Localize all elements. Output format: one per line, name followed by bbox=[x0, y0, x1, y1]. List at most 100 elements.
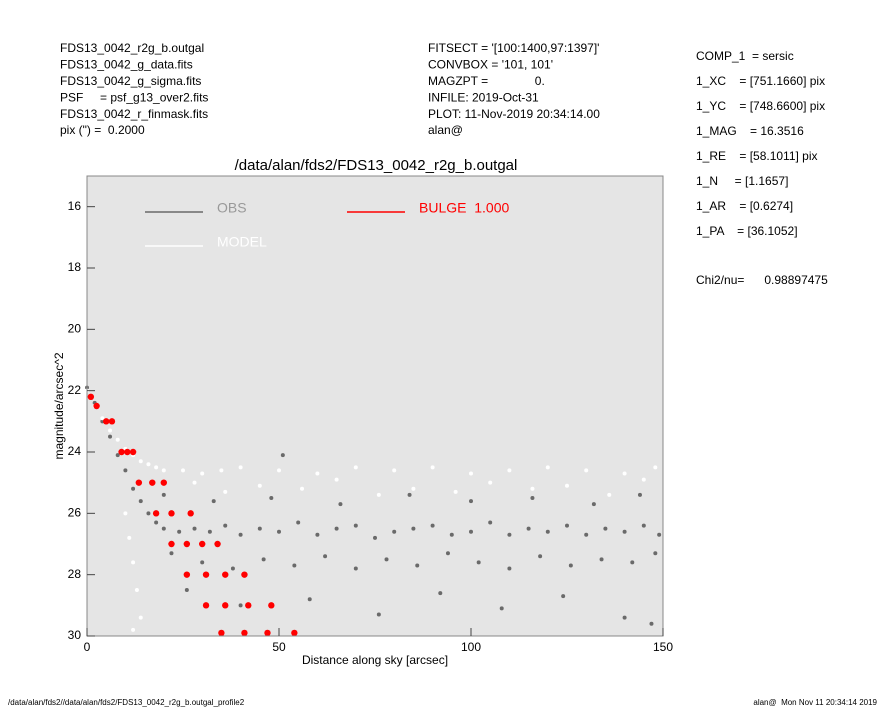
data-point bbox=[161, 492, 166, 497]
data-point bbox=[373, 535, 377, 540]
data-point bbox=[323, 554, 328, 559]
data-point bbox=[238, 532, 243, 537]
y-tick-label: 30 bbox=[68, 628, 82, 642]
data-point bbox=[376, 612, 381, 617]
header-left-line: FDS13_0042_g_sigma.fits bbox=[60, 74, 201, 88]
data-point bbox=[219, 468, 224, 473]
x-tick-label: 50 bbox=[272, 640, 286, 654]
data-point bbox=[453, 489, 458, 494]
data-point bbox=[245, 602, 252, 609]
data-point bbox=[134, 588, 139, 592]
data-point bbox=[353, 566, 358, 571]
data-point bbox=[127, 535, 132, 540]
data-point bbox=[353, 465, 358, 470]
x-tick-label: 100 bbox=[461, 640, 481, 654]
data-point bbox=[591, 502, 596, 507]
data-point bbox=[168, 540, 175, 548]
x-tick-label: 150 bbox=[653, 640, 673, 654]
data-point bbox=[411, 526, 416, 531]
data-point bbox=[138, 459, 143, 464]
data-point bbox=[338, 502, 343, 507]
data-point bbox=[223, 489, 228, 494]
data-point bbox=[207, 529, 212, 534]
data-point bbox=[184, 588, 189, 592]
x-axis-label: Distance along sky [arcsec] bbox=[302, 653, 448, 667]
x-tick-label: 0 bbox=[84, 640, 91, 654]
data-point bbox=[649, 621, 654, 626]
data-point bbox=[161, 468, 166, 473]
plot-area bbox=[87, 176, 663, 636]
data-point bbox=[115, 453, 120, 458]
data-point bbox=[507, 468, 512, 473]
data-point bbox=[146, 511, 151, 516]
data-point bbox=[202, 602, 210, 609]
header-left-line: FDS13_0042_r_finmask.fits bbox=[60, 107, 208, 121]
data-point bbox=[161, 526, 166, 531]
data-point bbox=[622, 471, 627, 476]
data-point bbox=[607, 492, 612, 497]
data-point bbox=[488, 480, 493, 485]
fit-parameter: 1_MAG = 16.3516 bbox=[696, 124, 804, 138]
header-middle-line: FITSECT = '[100:1400,97:1397]' bbox=[428, 41, 599, 55]
data-point bbox=[641, 523, 646, 528]
data-point bbox=[376, 492, 381, 497]
data-point bbox=[438, 591, 443, 596]
y-tick-label: 24 bbox=[68, 444, 82, 458]
data-point bbox=[160, 479, 167, 486]
data-point bbox=[622, 529, 627, 534]
header-middle-line: MAGZPT = 0. bbox=[428, 74, 545, 88]
plot-frame bbox=[86, 175, 664, 637]
data-point bbox=[653, 465, 658, 470]
data-point bbox=[599, 557, 604, 562]
data-point bbox=[630, 560, 635, 565]
fit-parameter: 1_XC = [751.1660] pix bbox=[696, 74, 825, 88]
footer-left: /data/alan/fds2//data/alan/fds2/FDS13_00… bbox=[8, 698, 245, 707]
data-point bbox=[430, 465, 435, 470]
data-point bbox=[307, 597, 312, 602]
data-point bbox=[200, 471, 205, 476]
data-point bbox=[568, 563, 573, 568]
data-point bbox=[135, 479, 143, 486]
data-point bbox=[241, 571, 248, 578]
data-point bbox=[183, 540, 191, 548]
data-point bbox=[181, 468, 185, 473]
data-point bbox=[146, 462, 151, 467]
data-point bbox=[565, 523, 569, 528]
data-point bbox=[277, 468, 281, 473]
data-point bbox=[296, 520, 301, 525]
data-point bbox=[392, 468, 397, 473]
data-point bbox=[131, 560, 136, 565]
data-point bbox=[415, 563, 420, 568]
data-point bbox=[123, 468, 128, 473]
data-point bbox=[334, 477, 339, 482]
data-point bbox=[230, 566, 235, 571]
data-point bbox=[168, 510, 175, 517]
data-point bbox=[187, 510, 194, 517]
data-point bbox=[222, 602, 229, 609]
data-point bbox=[199, 540, 206, 548]
data-point bbox=[469, 499, 473, 504]
data-point bbox=[211, 499, 216, 504]
data-point bbox=[268, 602, 275, 609]
data-point bbox=[565, 483, 569, 488]
data-point bbox=[641, 477, 646, 482]
data-point bbox=[154, 465, 159, 470]
data-point bbox=[507, 566, 512, 571]
chart-title: /data/alan/fds2/FDS13_0042_r2g_b.outgal bbox=[235, 157, 518, 174]
y-axis-label: magnitude/arcsec^2 bbox=[52, 352, 66, 459]
data-point bbox=[261, 557, 266, 562]
data-point bbox=[269, 496, 274, 500]
fit-parameter: Chi2/nu= 0.98897475 bbox=[696, 273, 828, 287]
data-point bbox=[200, 560, 205, 565]
data-point bbox=[430, 523, 435, 528]
fit-parameter: 1_RE = [58.1011] pix bbox=[696, 149, 818, 163]
data-point bbox=[115, 437, 120, 442]
data-point bbox=[108, 418, 116, 425]
data-point bbox=[93, 402, 100, 410]
data-point bbox=[183, 571, 191, 578]
data-point bbox=[277, 529, 281, 534]
data-point bbox=[545, 465, 550, 470]
y-tick-label: 26 bbox=[68, 506, 82, 520]
data-point bbox=[637, 492, 642, 497]
data-point bbox=[545, 529, 550, 534]
